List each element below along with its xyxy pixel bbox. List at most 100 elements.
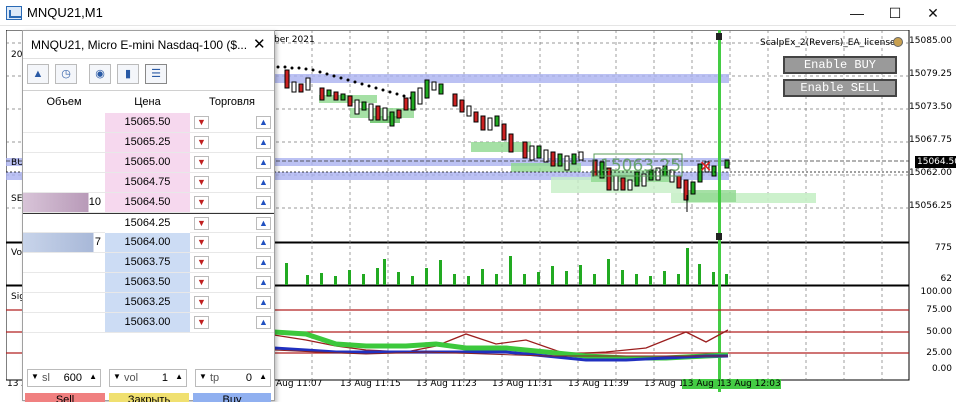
- dom-volume-cell: 7: [23, 233, 105, 252]
- enable-sell-button[interactable]: Enable SELL: [783, 79, 897, 97]
- buy-limit-icon[interactable]: ▲: [256, 156, 271, 169]
- dom-price-cell[interactable]: 15064.00: [105, 233, 190, 252]
- chart-window-icon: [6, 6, 22, 20]
- dom-row[interactable]: 15065.00 ▼ ▲: [23, 153, 274, 173]
- depth-of-market-panel[interactable]: MNQU21, Micro E-mini Nasdaq-100 ($... ✕ …: [22, 30, 275, 402]
- dom-price-cell[interactable]: 15063.75: [105, 253, 190, 272]
- price-tick: 15062.00: [909, 168, 952, 178]
- dom-close-icon[interactable]: ✕: [253, 36, 266, 53]
- sell-limit-icon[interactable]: ▼: [194, 316, 209, 329]
- buy-limit-icon[interactable]: ▲: [256, 116, 271, 129]
- minimize-button[interactable]: —: [850, 5, 864, 21]
- vol-spinner[interactable]: ▼ vol 1 ▲: [109, 369, 187, 387]
- enable-buy-button[interactable]: Enable BUY: [783, 56, 897, 74]
- dom-price-cell[interactable]: 15064.75: [105, 173, 190, 192]
- osc-tick: 50.00: [926, 327, 952, 337]
- time-sales-icon[interactable]: ◷: [55, 64, 77, 84]
- close-position-button[interactable]: Закрыть: [109, 393, 189, 402]
- buy-limit-icon[interactable]: ▲: [256, 276, 271, 289]
- dom-row[interactable]: 15063.00 ▼ ▲: [23, 313, 274, 333]
- sell-limit-icon[interactable]: ▼: [194, 196, 209, 209]
- volume-tick: 62: [940, 274, 952, 284]
- sell-line-label: SE: [11, 194, 23, 204]
- ladder-icon[interactable]: ▮: [117, 64, 139, 84]
- tp-value[interactable]: 0: [245, 372, 252, 384]
- buy-limit-icon[interactable]: ▲: [256, 236, 271, 249]
- sell-limit-icon[interactable]: ▼: [194, 156, 209, 169]
- price-tick: 15079.25: [909, 69, 952, 79]
- dom-row[interactable]: 15063.75 ▼ ▲: [23, 253, 274, 273]
- dom-volume-cell: [23, 113, 105, 132]
- buy-limit-icon[interactable]: ▲: [256, 136, 271, 149]
- svg-text:✕: ✕: [699, 157, 712, 176]
- dom-order-params: ▼ sl 600 ▲ ▼ vol 1 ▲ ▼ tp 0 ▲: [23, 369, 274, 389]
- sl-value[interactable]: 600: [63, 372, 82, 384]
- chart-canvas: ✕: [6, 30, 910, 392]
- dom-row[interactable]: 15064.75 ▼ ▲: [23, 173, 274, 193]
- osc-tick: 0.00: [931, 364, 952, 374]
- dom-volume-cell: [23, 293, 105, 312]
- dom-row[interactable]: 15064.25 ▼ ▲: [23, 213, 274, 233]
- price-tick: 15085.00: [909, 36, 952, 46]
- dom-price-cell[interactable]: 15063.25: [105, 293, 190, 312]
- dom-row[interactable]: 10 15064.50 ▼ ▲: [23, 193, 274, 213]
- window-title: MNQU21,M1: [27, 5, 103, 20]
- time-label: 13 Aug 11:15: [340, 379, 401, 389]
- dom-price-cell[interactable]: 15065.00: [105, 153, 190, 172]
- sell-limit-icon[interactable]: ▼: [194, 276, 209, 289]
- sl-spinner[interactable]: ▼ sl 600 ▲: [27, 369, 101, 387]
- tp-label: tp: [210, 372, 220, 384]
- sell-button[interactable]: Sell: [25, 393, 105, 402]
- dom-price-cell[interactable]: 15063.50: [105, 273, 190, 292]
- vol-value[interactable]: 1: [161, 372, 168, 384]
- dom-volume-cell: [23, 173, 105, 192]
- sell-limit-icon[interactable]: ▼: [194, 236, 209, 249]
- osc-tick: 100.00: [920, 287, 953, 297]
- dom-toolbar: ▲ ◷ ◉ ▮ ☰: [23, 59, 274, 91]
- dom-price-cell[interactable]: 15065.50: [105, 113, 190, 132]
- buy-limit-icon[interactable]: ▲: [256, 316, 271, 329]
- column-price: Цена: [134, 96, 161, 108]
- sell-limit-icon[interactable]: ▼: [194, 256, 209, 269]
- sell-limit-icon[interactable]: ▼: [194, 136, 209, 149]
- buy-limit-icon[interactable]: ▲: [256, 256, 271, 269]
- buy-limit-icon[interactable]: ▲: [256, 196, 271, 209]
- dom-volume-cell: [23, 253, 105, 272]
- settings-list-icon[interactable]: ☰: [145, 64, 167, 84]
- sell-limit-icon[interactable]: ▼: [194, 116, 209, 129]
- dom-titlebar[interactable]: MNQU21, Micro E-mini Nasdaq-100 ($... ✕: [23, 31, 274, 59]
- buy-limit-icon[interactable]: ▲: [256, 176, 271, 189]
- dom-volume-cell: [23, 273, 105, 292]
- buy-line-label: BU: [11, 158, 24, 168]
- dom-price-cell[interactable]: 15063.00: [105, 313, 190, 332]
- dom-price-cell[interactable]: 15065.25: [105, 133, 190, 152]
- maximize-button[interactable]: ☐: [888, 5, 902, 21]
- dom-row[interactable]: 15063.25 ▼ ▲: [23, 293, 274, 313]
- time-label: 13 Aug 11:47: [644, 379, 705, 389]
- close-button[interactable]: ✕: [927, 5, 939, 21]
- ea-smiley-icon[interactable]: [893, 37, 903, 47]
- chart-view-icon[interactable]: ▲: [27, 64, 49, 84]
- dom-row[interactable]: 7 15064.00 ▼ ▲: [23, 233, 274, 253]
- dom-row[interactable]: 15065.50 ▼ ▲: [23, 113, 274, 133]
- volume-pane-label: Vo: [11, 248, 22, 258]
- sell-limit-icon[interactable]: ▼: [194, 296, 209, 309]
- osc-tick: 75.00: [926, 305, 952, 315]
- buy-limit-icon[interactable]: ▲: [256, 217, 271, 230]
- price-tick: 15056.25: [909, 201, 952, 211]
- chart-year-label: 20: [11, 50, 23, 60]
- chart-date-header: ber 2021: [274, 35, 315, 45]
- dom-row[interactable]: 15063.50 ▼ ▲: [23, 273, 274, 293]
- dom-title: MNQU21, Micro E-mini Nasdaq-100 ($...: [31, 38, 248, 52]
- dom-volume-cell: [23, 133, 105, 152]
- dom-price-cell[interactable]: 15064.25: [105, 214, 190, 233]
- dom-row[interactable]: 15065.25 ▼ ▲: [23, 133, 274, 153]
- sell-limit-icon[interactable]: ▼: [194, 176, 209, 189]
- dom-rows: 15065.50 ▼ ▲ 15065.25 ▼ ▲ 15065.00 ▼ ▲ 15064.75 ▼ ▲…: [23, 113, 274, 333]
- buy-limit-icon[interactable]: ▲: [256, 296, 271, 309]
- orders-icon[interactable]: ◉: [89, 64, 111, 84]
- buy-button[interactable]: Buy: [193, 393, 271, 402]
- sell-limit-icon[interactable]: ▼: [194, 217, 209, 230]
- tp-spinner[interactable]: ▼ tp 0 ▲: [195, 369, 271, 387]
- dom-price-cell[interactable]: 15064.50: [105, 193, 190, 212]
